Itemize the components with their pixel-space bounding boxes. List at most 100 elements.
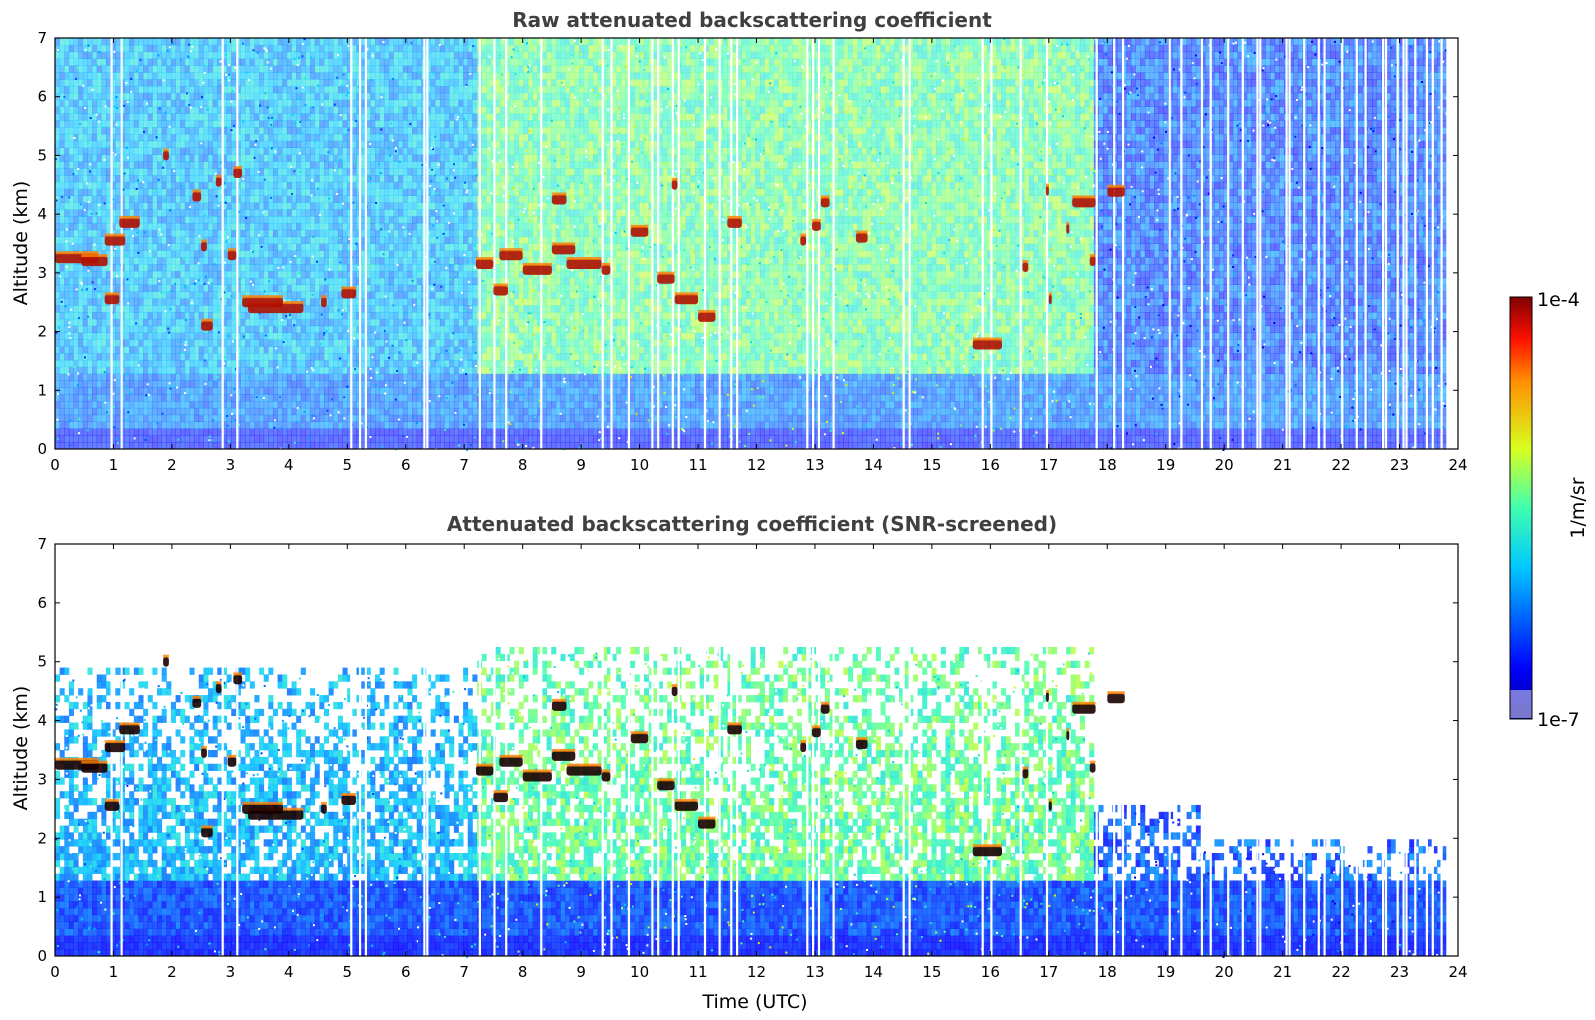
data-gap — [1324, 544, 1326, 956]
cloud-layer — [727, 218, 742, 228]
cloud-layer — [552, 195, 567, 205]
data-gap — [628, 38, 630, 449]
panel-raw-plot: 0 1 2 3 4 5 6 7 8 9 10 11 12 13 14 15 16 17 18 19 20 21 22 23 24… — [37, 29, 1467, 474]
data-gap — [903, 544, 905, 956]
data-gap — [833, 38, 835, 449]
cloud-layer — [1049, 294, 1052, 304]
data-gap — [1242, 544, 1244, 956]
x-tick-label: 6 — [401, 456, 411, 474]
x-tick-label: 10 — [630, 963, 649, 981]
y-tick-label: 6 — [37, 88, 47, 106]
cloud-layer — [163, 657, 169, 667]
x-tick-label: 23 — [1390, 456, 1409, 474]
cloud-layer — [567, 766, 602, 776]
data-gap — [1382, 544, 1384, 956]
cloud-layer — [81, 763, 107, 773]
x-tick-label: 5 — [343, 963, 353, 981]
x-tick-label: 15 — [922, 456, 941, 474]
cloud-layer — [1072, 197, 1095, 207]
x-tick-label: 19 — [1156, 456, 1175, 474]
x-tick-label: 0 — [50, 456, 60, 474]
cloud-layer — [523, 772, 552, 782]
cloud-layer — [476, 259, 494, 269]
cloud-layer — [1107, 187, 1125, 197]
data-gap — [1414, 38, 1416, 449]
data-gap — [982, 544, 984, 956]
colorbar-max-label: 1e-4 — [1537, 289, 1580, 311]
panel-raw-title: Raw attenuated backscattering coefficien… — [512, 8, 992, 32]
cloud-layer — [821, 704, 830, 714]
data-gap — [806, 38, 808, 449]
x-tick-label: 12 — [747, 456, 766, 474]
data-gap — [493, 38, 495, 449]
data-gap — [672, 38, 674, 449]
cloud-layer — [105, 742, 126, 752]
data-gap — [423, 38, 425, 449]
x-tick-label: 24 — [1448, 963, 1467, 981]
cloud-layer — [105, 801, 120, 811]
y-tick-label: 3 — [37, 264, 47, 282]
x-tick-label: 15 — [922, 963, 941, 981]
data-gap — [1286, 544, 1288, 956]
data-gap — [1426, 544, 1428, 956]
cloud-layer — [800, 236, 806, 246]
colorbar: 1e-4 1e-7 1/m/sr — [1510, 289, 1589, 731]
data-gap — [1365, 38, 1367, 449]
x-tick-label: 11 — [688, 456, 707, 474]
panel-screened-plot: 0 1 2 3 4 5 6 7 8 9 10 11 12 13 14 15 16 17 18 19 20 21 22 23 24… — [37, 535, 1467, 981]
data-gap — [479, 38, 481, 449]
data-gap — [1242, 38, 1244, 449]
cloud-layer — [1066, 224, 1069, 234]
y-tick-label: 4 — [37, 712, 47, 730]
data-gap — [1397, 38, 1399, 449]
data-gap — [730, 544, 732, 956]
data-gap — [1201, 544, 1203, 956]
cloud-layer — [476, 766, 494, 776]
colorbar-low-bins — [1511, 690, 1532, 718]
y-tick-label: 7 — [37, 29, 47, 47]
data-gap — [365, 38, 367, 449]
data-gap — [1289, 38, 1291, 449]
y-tick-label: 2 — [37, 323, 47, 341]
cloud-layer — [1066, 730, 1069, 740]
panel-screened: Attenuated backscattering coefficient (S… — [10, 512, 1468, 1013]
data-gap — [812, 38, 814, 449]
data-gap — [1113, 544, 1115, 956]
cloud-layer — [242, 804, 283, 814]
cloud-layer — [856, 233, 868, 243]
x-tick-label: 20 — [1215, 456, 1234, 474]
data-gap — [1201, 38, 1203, 449]
x-tick-label: 14 — [864, 456, 883, 474]
data-gap — [1227, 38, 1229, 449]
data-gap — [350, 544, 352, 956]
cloud-layer — [216, 683, 222, 693]
x-tick-label: 16 — [981, 456, 1000, 474]
x-tick-label: 21 — [1273, 456, 1292, 474]
data-gap — [628, 544, 630, 956]
data-gap — [1365, 544, 1367, 956]
x-tick-label: 4 — [284, 456, 294, 474]
data-gap — [651, 38, 653, 449]
heatmap-image — [55, 647, 1447, 956]
cloud-layer — [1090, 256, 1096, 266]
data-gap — [1318, 544, 1320, 956]
data-gap — [678, 544, 680, 956]
x-tick-label: 9 — [576, 456, 586, 474]
cloud-layer — [698, 312, 716, 322]
x-tick-label: 8 — [518, 963, 528, 981]
cloud-layer — [727, 724, 742, 734]
x-tick-label: 1 — [109, 963, 119, 981]
cloud-layer — [812, 221, 821, 231]
x-tick-label: 0 — [50, 963, 60, 981]
cloud-layer — [105, 236, 126, 246]
data-gap — [222, 38, 224, 449]
cloud-layer — [552, 244, 575, 254]
data-gap — [1122, 544, 1124, 956]
x-tick-label: 18 — [1098, 963, 1117, 981]
x-tick-label: 13 — [805, 963, 824, 981]
panel-raw: Raw attenuated backscattering coefficien… — [10, 8, 1468, 474]
colorbar-gradient — [1510, 297, 1532, 719]
x-tick-label: 2 — [167, 456, 177, 474]
cloud-layer — [812, 727, 821, 737]
colorbar-min-label: 1e-7 — [1537, 709, 1580, 731]
